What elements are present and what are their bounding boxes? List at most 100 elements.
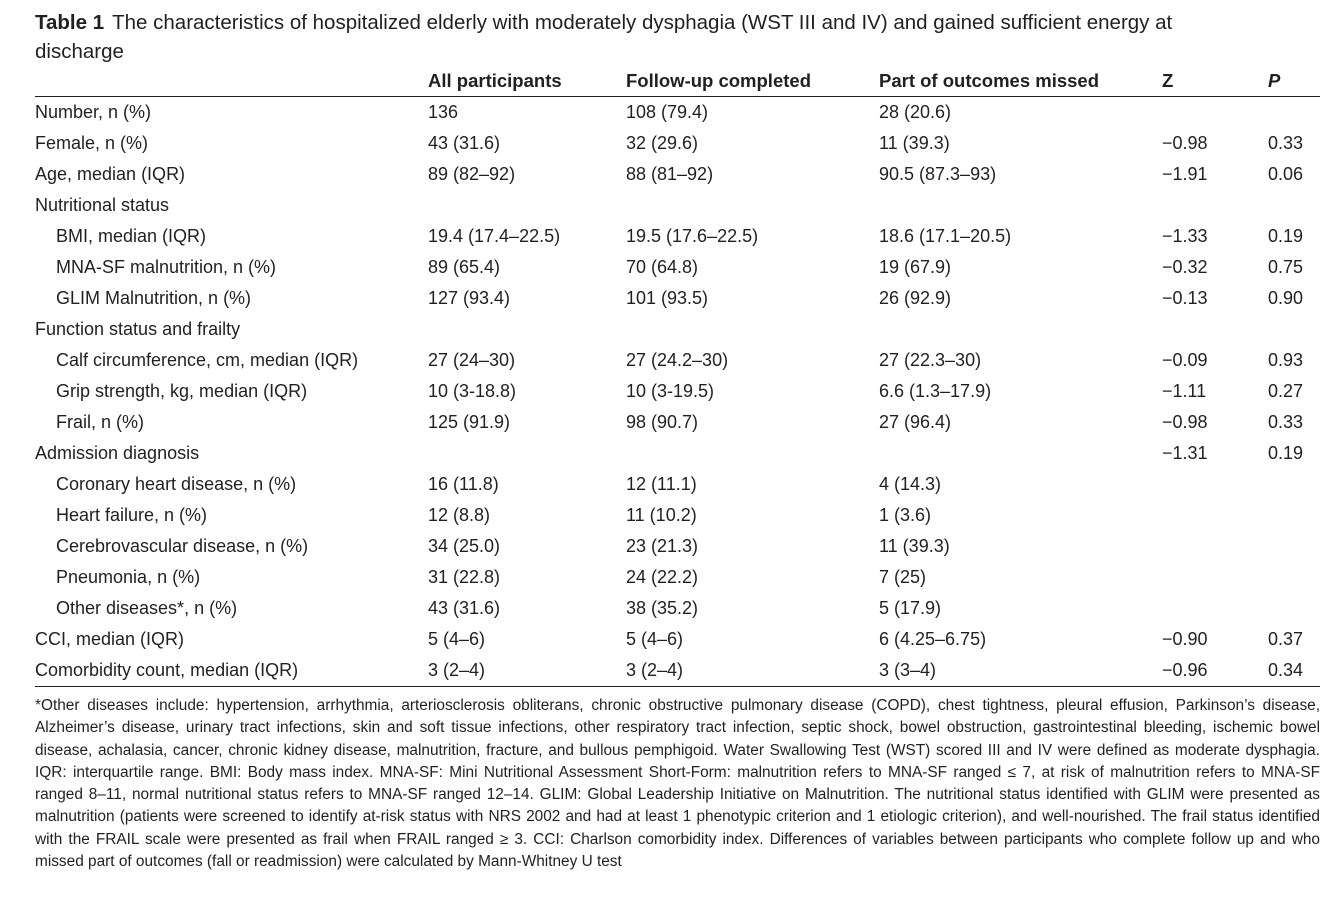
row-label: Heart failure, n (%): [56, 505, 208, 525]
cell-z: −0.98: [1162, 133, 1208, 153]
cell-missed: 7 (25): [879, 567, 927, 587]
cell-missed: [879, 190, 1162, 221]
cell-z: [1162, 97, 1268, 129]
cell-all: 16 (11.8): [428, 474, 499, 494]
table-row: Frail, n (%) 125 (91.9) 98 (90.7) 27 (96…: [35, 407, 1320, 438]
section-row: Admission diagnosis −1.31 0.19: [35, 438, 1320, 469]
cell-missed: 11 (39.3): [879, 133, 950, 153]
cell-z: −1.11: [1162, 381, 1207, 401]
cell-followup: 98 (90.7): [626, 412, 699, 432]
cell-z: −0.98: [1162, 412, 1208, 432]
table-row: MNA-SF malnutrition, n (%) 89 (65.4) 70 …: [35, 252, 1320, 283]
table-row: CCI, median (IQR) 5 (4–6) 5 (4–6) 6 (4.2…: [35, 624, 1320, 655]
cell-all: 12 (8.8): [428, 505, 491, 525]
row-label: Grip strength, kg, median (IQR): [56, 381, 308, 401]
cell-all: [428, 314, 626, 345]
cell-p: 0.34: [1268, 655, 1320, 687]
cell-missed: 26 (92.9): [879, 288, 952, 308]
row-label: MNA-SF malnutrition, n (%): [56, 257, 277, 277]
cell-z: [1162, 562, 1268, 593]
cell-missed: 28 (20.6): [879, 102, 952, 122]
cell-z: −1.31: [1162, 443, 1208, 463]
cell-all: 127 (93.4): [428, 288, 511, 308]
cell-missed: 6.6 (1.3–17.9): [879, 381, 992, 401]
cell-missed: [879, 438, 1162, 469]
cell-all: 5 (4–6): [428, 629, 486, 649]
cell-followup: [626, 190, 879, 221]
cell-followup: 3 (2–4): [626, 655, 879, 687]
cell-z: [1162, 190, 1268, 221]
section-label: Function status and frailty: [35, 319, 241, 339]
cell-followup: 5 (4–6): [626, 629, 684, 649]
cell-p: [1268, 593, 1320, 624]
cell-missed: 4 (14.3): [879, 474, 942, 494]
table-row: Heart failure, n (%) 12 (8.8) 11 (10.2) …: [35, 500, 1320, 531]
row-label: BMI, median (IQR): [56, 226, 207, 246]
characteristics-table: All participants Follow-up completed Par…: [35, 66, 1320, 687]
cell-p: [1268, 500, 1320, 531]
table-row: Pneumonia, n (%) 31 (22.8) 24 (22.2) 7 (…: [35, 562, 1320, 593]
cell-p: [1268, 562, 1320, 593]
table-row: Age, median (IQR) 89 (82–92) 88 (81–92) …: [35, 159, 1320, 190]
cell-followup: 19.5 (17.6–22.5): [626, 226, 759, 246]
cell-followup: [626, 314, 879, 345]
cell-z: −0.32: [1162, 257, 1208, 277]
table-title: The characteristics of hospitalized elde…: [35, 11, 1173, 63]
section-label: Nutritional status: [35, 195, 170, 215]
cell-missed: 6 (4.25–6.75): [879, 629, 987, 649]
cell-z: −0.96: [1162, 655, 1268, 687]
cell-p: [1268, 97, 1320, 129]
cell-all: 10 (3-18.8): [428, 381, 517, 401]
table-row: Number, n (%) 136 108 (79.4) 28 (20.6): [35, 97, 1320, 129]
row-label: Calf circumference, cm, median (IQR): [56, 350, 359, 370]
cell-p: [1268, 314, 1320, 345]
table-row: Comorbidity count, median (IQR) 3 (2–4) …: [35, 655, 1320, 687]
cell-missed: [879, 314, 1162, 345]
cell-z: [1162, 314, 1268, 345]
cell-p: [1268, 469, 1320, 500]
cell-all: 136: [428, 102, 459, 122]
cell-missed: 19 (67.9): [879, 257, 952, 277]
cell-followup: 27 (24.2–30): [626, 350, 729, 370]
row-label: Female, n (%): [35, 133, 149, 153]
cell-missed: 5 (17.9): [879, 598, 942, 618]
cell-p: 0.27: [1268, 381, 1304, 401]
row-label: CCI, median (IQR): [35, 629, 185, 649]
cell-z: −0.09: [1162, 350, 1208, 370]
row-label: Other diseases*, n (%): [56, 598, 238, 618]
cell-all: [428, 190, 626, 221]
section-label: Admission diagnosis: [35, 443, 200, 463]
table-footnote: *Other diseases include: hypertension, a…: [35, 697, 1320, 871]
cell-all: 31 (22.8): [428, 567, 501, 587]
cell-z: −0.13: [1162, 288, 1208, 308]
header-p: P: [1268, 66, 1320, 97]
cell-all: 19.4 (17.4–22.5): [428, 226, 561, 246]
cell-followup: 12 (11.1): [626, 474, 697, 494]
cell-p: 0.19: [1268, 443, 1304, 463]
cell-followup: [626, 438, 879, 469]
cell-p: 0.75: [1268, 257, 1304, 277]
cell-z: −0.90: [1162, 629, 1208, 649]
cell-all: 43 (31.6): [428, 133, 501, 153]
cell-p: 0.93: [1268, 350, 1304, 370]
cell-all: 34 (25.0): [428, 536, 501, 556]
cell-p: 0.19: [1268, 226, 1304, 246]
header-label: [35, 66, 428, 97]
cell-p: [1268, 531, 1320, 562]
cell-z: [1162, 593, 1268, 624]
cell-followup: 108 (79.4): [626, 102, 709, 122]
cell-all: 3 (2–4): [428, 655, 626, 687]
header-row: All participants Follow-up completed Par…: [35, 66, 1320, 97]
cell-all: 125 (91.9): [428, 412, 511, 432]
cell-missed: 3 (3–4): [879, 655, 1162, 687]
table-row: GLIM Malnutrition, n (%) 127 (93.4) 101 …: [35, 283, 1320, 314]
cell-p: 0.06: [1268, 164, 1304, 184]
cell-all: 89 (82–92): [428, 164, 516, 184]
cell-missed: 27 (22.3–30): [879, 350, 982, 370]
row-label: Cerebrovascular disease, n (%): [56, 536, 309, 556]
cell-z: [1162, 500, 1268, 531]
header-z: Z: [1162, 66, 1268, 97]
row-label: Frail, n (%): [56, 412, 145, 432]
cell-followup: 32 (29.6): [626, 133, 699, 153]
table-row: Grip strength, kg, median (IQR) 10 (3-18…: [35, 376, 1320, 407]
